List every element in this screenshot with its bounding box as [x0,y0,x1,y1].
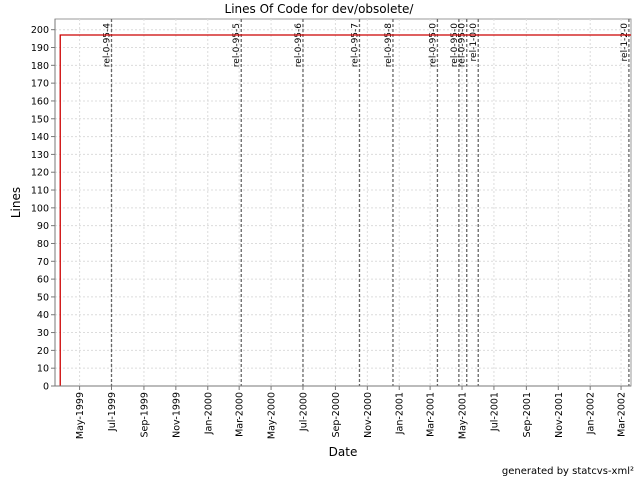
y-tick-label: 40 [37,310,49,321]
x-tick-label: May-1999 [75,392,86,439]
y-tick-label: 30 [37,328,49,339]
y-tick-label: 120 [31,168,49,179]
x-tick-label: May-2001 [458,392,469,439]
x-tick-label: Jan-2000 [203,392,214,435]
y-tick-label: 50 [37,292,49,303]
x-tick-label: Jul-2001 [489,392,500,432]
release-marker-label: rel-0-95-0 [428,23,438,67]
y-axis: 0 10 20 30 40 50 60 70 80 90 100 110 120 130 140 150 160… [31,19,56,393]
x-tick-label: Jul-1999 [107,392,118,432]
x-axis: May-1999 Jul-1999 Sep-1999 Nov-1999 Jan-2000… [55,385,631,439]
y-tick-label: 100 [31,203,49,214]
release-marker-label: rel-1-2-0 [620,23,630,62]
x-tick-label: May-2000 [267,392,278,439]
series [59,34,631,386]
y-tick-label: 130 [31,150,49,161]
release-marker-label: rel-0-95-0 [450,23,460,67]
x-tick-label: Nov-2000 [363,392,374,438]
release-marker-label: rel-0-95-7 [350,23,360,67]
release-marker-label: rel-0-95-5 [232,23,242,67]
release-marker-label: rel-1-0-0 [469,23,479,62]
series-line [59,34,631,386]
x-tick-label: Mar-2002 [617,392,628,437]
x-tick-label: Jul-2000 [298,392,309,432]
plot-area [54,18,632,387]
y-tick-label: 150 [31,114,49,125]
grid [55,19,631,387]
y-tick-label: 90 [37,221,49,232]
release-markers: rel-0-95-4 rel-0-95-5 rel-0-95-6 rel-0-95-7… [103,19,630,386]
y-tick-label: 10 [37,364,49,375]
x-tick-label: Mar-2001 [426,392,437,437]
y-tick-label: 20 [37,346,49,357]
release-marker-label: rel-0-95-4 [103,23,113,67]
y-axis-label: Lines [9,187,23,218]
x-tick-label: Sep-1999 [139,392,150,438]
release-marker-label: rel-0-95-8 [384,23,394,67]
release-marker-label: rel-0-95-6 [294,23,304,67]
y-tick-label: 70 [37,257,49,268]
y-tick-label: 60 [37,275,49,286]
x-tick-label: Sep-2000 [331,392,342,438]
y-tick-label: 110 [31,186,49,197]
y-tick-label: 0 [43,382,49,393]
x-tick-label: Jan-2002 [586,392,597,435]
release-marker-label: rel-0-95-0 [458,23,468,67]
y-tick-label: 140 [31,132,49,143]
y-tick-label: 180 [31,61,49,72]
y-tick-label: 200 [31,25,49,36]
x-tick-label: Sep-2001 [522,392,533,438]
y-tick-label: 170 [31,79,49,90]
footer-credit: generated by statcvs-xml² [501,466,634,477]
x-axis-label: Date [329,445,358,459]
x-tick-label: Nov-1999 [171,392,182,438]
y-tick-label: 190 [31,43,49,54]
y-tick-label: 160 [31,96,49,107]
y-tick-label: 80 [37,239,49,250]
x-tick-label: Mar-2000 [235,392,246,437]
x-tick-label: Jan-2001 [395,392,406,435]
x-tick-label: Nov-2001 [554,392,565,438]
chart-title: Lines Of Code for dev/obsolete/ [225,2,415,16]
